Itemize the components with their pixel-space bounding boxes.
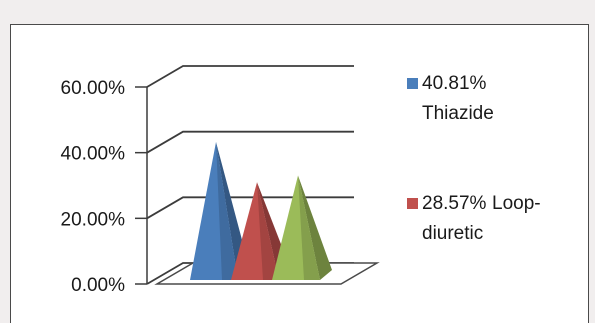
legend-label-line2: diuretic xyxy=(422,223,484,244)
legend-label-line1: Loop- xyxy=(492,193,541,214)
pyramid-chart: 0.00% 20.00% 40.00% 60.00% xyxy=(61,65,380,296)
gridline xyxy=(146,65,354,88)
legend-value: 40.81% xyxy=(422,73,487,94)
pyramid-shade-face xyxy=(257,182,279,280)
y-tick-label: 60.00% xyxy=(61,78,126,99)
pyramid-bar xyxy=(272,175,332,280)
gridline xyxy=(146,130,354,154)
y-tick-label: 20.00% xyxy=(61,209,126,230)
y-tick-label: 40.00% xyxy=(61,144,126,165)
side-wall xyxy=(147,66,183,284)
pyramid-shade-face xyxy=(298,175,320,280)
pyramid-shade-face xyxy=(216,142,238,280)
legend-swatch-thiazide xyxy=(407,78,418,89)
chart-area: 0.00% 20.00% 40.00% 60.00% 40.81% Thiazide … xyxy=(10,24,589,323)
y-tick-label: 0.00% xyxy=(71,275,125,296)
legend-label: Thiazide xyxy=(422,103,494,124)
legend-value: 28.57% xyxy=(422,193,487,214)
pyramid-side-face xyxy=(298,175,332,280)
legend-swatch-loop-diuretic xyxy=(407,198,418,209)
